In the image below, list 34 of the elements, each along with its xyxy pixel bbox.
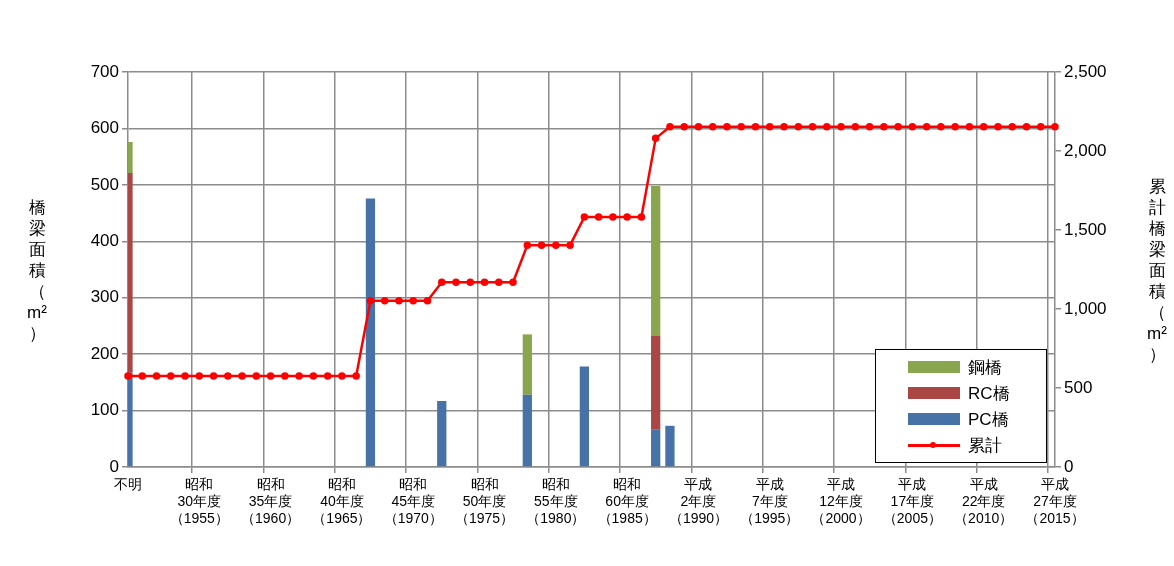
x-tick-label: 平成12年度（2000） bbox=[811, 476, 871, 526]
x-tick-label: 平成27年度（2015） bbox=[1025, 476, 1085, 526]
y-tick-label: 700 bbox=[90, 61, 119, 81]
x-tick-label: 昭和45年度（1970） bbox=[383, 476, 443, 526]
legend-label: PC橋 bbox=[968, 408, 1009, 431]
x-tick-label: 昭和30年度（1955） bbox=[169, 476, 229, 526]
legend-label: 鋼橋 bbox=[968, 356, 1002, 379]
y2-tick-label: 1,000 bbox=[1064, 298, 1107, 318]
y-tick-label: 400 bbox=[90, 230, 119, 250]
legend-label: RC橋 bbox=[968, 382, 1010, 405]
legend-label: 累計 bbox=[968, 434, 1002, 457]
y2-tick-label: 1,500 bbox=[1064, 219, 1107, 239]
y-tick-label: 600 bbox=[90, 118, 119, 138]
y2-tick-label: 2,000 bbox=[1064, 140, 1107, 160]
y2-tick-label: 2,500 bbox=[1064, 61, 1107, 81]
x-tick-label: 昭和35年度（1960） bbox=[241, 476, 301, 526]
x-tick-label: 昭和55年度（1980） bbox=[526, 476, 586, 526]
y-tick-label: 200 bbox=[90, 343, 119, 363]
y2-tick-label: 0 bbox=[1064, 456, 1074, 476]
x-tick-label: 平成7年度（1995） bbox=[740, 476, 800, 526]
x-tick-label: 平成2年度（1990） bbox=[668, 476, 729, 526]
y-tick-label: 500 bbox=[90, 174, 119, 194]
x-tick-label: 平成17年度（2005） bbox=[882, 476, 942, 526]
y-axis-title: 橋梁面積（m²） bbox=[26, 196, 48, 344]
x-tick-label: 平成22年度（2010） bbox=[954, 476, 1014, 526]
y2-tick-label: 500 bbox=[1064, 377, 1093, 397]
y-tick-label: 300 bbox=[90, 287, 119, 307]
y-tick-label: 0 bbox=[109, 456, 119, 476]
x-tick-label: 不明 bbox=[114, 476, 142, 493]
x-tick-label: 昭和50年度（1975） bbox=[454, 476, 515, 526]
y-tick-label: 100 bbox=[90, 400, 119, 420]
x-tick-label: 昭和40年度（1965） bbox=[312, 476, 372, 526]
text: 累計橋梁面積（m²） bbox=[1147, 176, 1167, 364]
x-tick-label: 昭和60年度（1985） bbox=[597, 476, 657, 526]
